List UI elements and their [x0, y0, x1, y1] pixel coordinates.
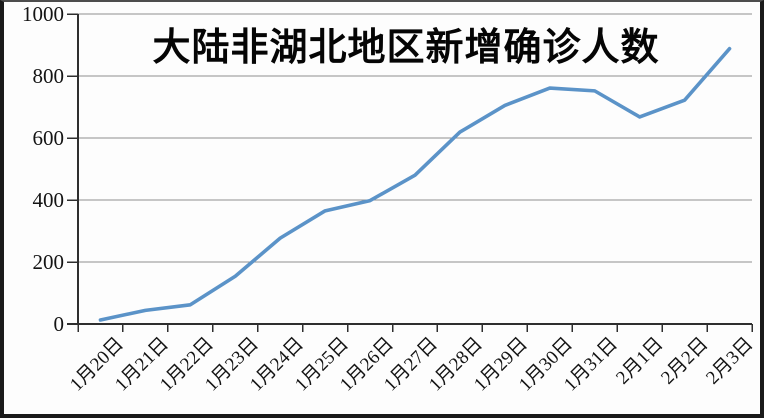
y-axis-tick-label: 400 — [32, 188, 65, 212]
chart-title: 大陆非湖北地区新增确诊人数 — [152, 27, 660, 69]
y-axis-tick-label: 0 — [53, 312, 65, 336]
y-axis-tick-label: 800 — [32, 64, 65, 88]
y-axis-tick-label: 200 — [32, 250, 65, 274]
y-axis-tick-label: 1000 — [22, 2, 64, 26]
data-series-line — [98, 46, 732, 322]
y-axis-tick-label: 600 — [32, 126, 65, 150]
